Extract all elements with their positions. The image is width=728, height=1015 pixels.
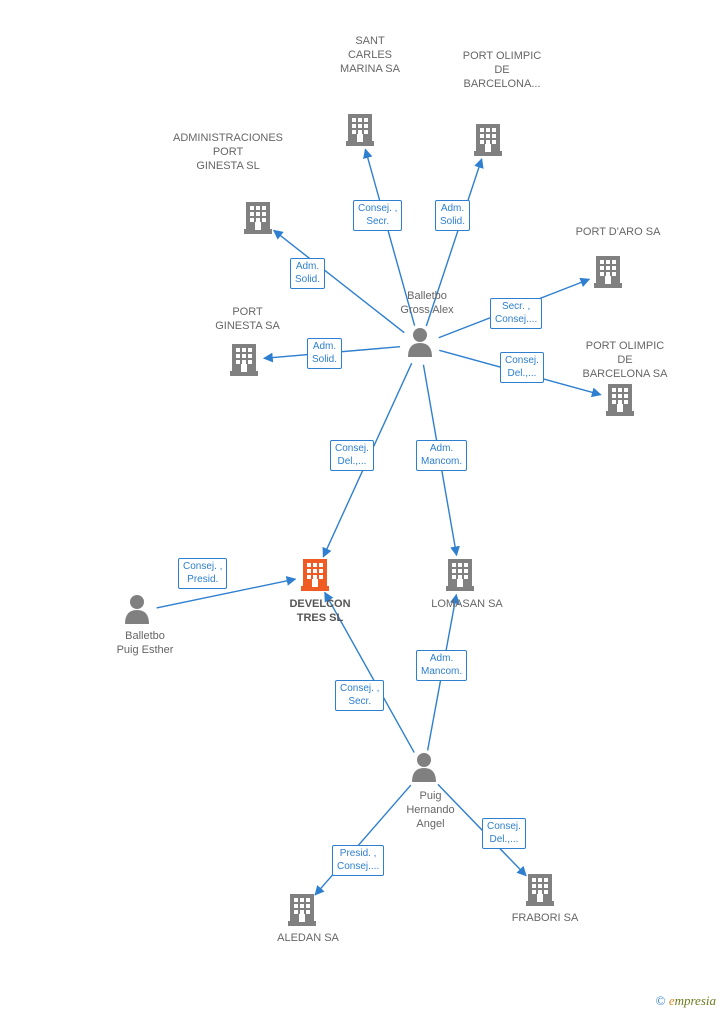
node-label: ALEDAN SA — [268, 932, 348, 946]
copyright-symbol: © — [656, 993, 666, 1008]
node-label: Balletbo Gross Alex — [382, 290, 472, 318]
node-label: SANT CARLES MARINA SA — [330, 35, 410, 76]
edge-label: Consej. Del.,... — [500, 352, 544, 383]
edge-label: Adm. Solid. — [307, 338, 342, 369]
edge-label: Adm. Mancom. — [416, 440, 467, 471]
company-icon — [446, 559, 474, 591]
edge-label: Adm. Solid. — [435, 200, 470, 231]
company-icon — [244, 202, 272, 234]
copyright-footer: © empresia — [656, 993, 716, 1009]
edge-label: Secr. , Consej.... — [490, 298, 542, 329]
company-icon — [230, 344, 258, 376]
node-label: DEVELCON TRES SL — [280, 598, 360, 626]
company-icon — [594, 256, 622, 288]
node-label: Balletbo Puig Esther — [100, 630, 190, 658]
diagram-canvas: SANT CARLES MARINA SA PORT OLIMPIC DE BAR… — [0, 0, 728, 1015]
person-icon — [412, 753, 436, 782]
node-label: PORT GINESTA SA — [205, 306, 290, 334]
node-label: FRABORI SA — [500, 912, 590, 926]
edge-label: Presid. , Consej.... — [332, 845, 384, 876]
node-label: PORT D'ARO SA — [568, 226, 668, 240]
edge-label: Consej. , Secr. — [335, 680, 384, 711]
edge-label: Consej. Del.,... — [482, 818, 526, 849]
edge-label: Consej. Del.,... — [330, 440, 374, 471]
edge-label: Adm. Mancom. — [416, 650, 467, 681]
edge-label: Consej. , Secr. — [353, 200, 402, 231]
edge-label: Consej. , Presid. — [178, 558, 227, 589]
node-label: Puig Hernando Angel — [388, 790, 473, 831]
person-icon — [125, 595, 149, 624]
company-icon — [288, 894, 316, 926]
node-label: ADMINISTRACIONES PORT GINESTA SL — [158, 132, 298, 173]
company-icon — [474, 124, 502, 156]
company-icon — [301, 559, 329, 591]
node-label: PORT OLIMPIC DE BARCELONA SA — [570, 340, 680, 381]
node-label: PORT OLIMPIC DE BARCELONA... — [452, 50, 552, 91]
node-label: LOMASAN SA — [422, 598, 512, 612]
company-icon — [346, 114, 374, 146]
edge-label: Adm. Solid. — [290, 258, 325, 289]
company-icon — [606, 384, 634, 416]
brand-rest: mpresia — [675, 993, 716, 1008]
company-icon — [526, 874, 554, 906]
person-icon — [408, 328, 432, 357]
